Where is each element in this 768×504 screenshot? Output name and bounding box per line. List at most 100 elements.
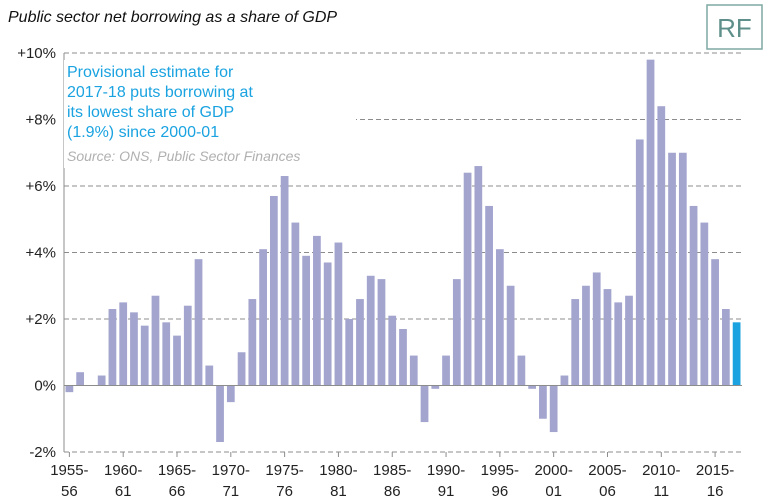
bar (625, 295, 633, 386)
bar (560, 375, 569, 386)
bar (280, 176, 289, 386)
annotation-block: Provisional estimate for 2017-18 puts bo… (64, 60, 356, 168)
bar (388, 315, 397, 386)
bar (646, 59, 655, 386)
bar (452, 279, 461, 386)
bar (377, 279, 386, 386)
bar (571, 299, 580, 386)
bar (442, 355, 450, 386)
logo-box (706, 4, 763, 50)
bar (463, 172, 472, 386)
bar (334, 242, 343, 386)
bar (205, 365, 214, 386)
x-tick-label: 1985- (373, 462, 411, 479)
bar (259, 249, 267, 386)
bar (528, 385, 537, 389)
bar (65, 385, 74, 393)
y-axis-labels: -2% 0% +2% +4% +6% +8% +10% (17, 45, 56, 461)
bar (173, 335, 181, 386)
bar (76, 372, 85, 386)
bar (162, 322, 171, 386)
bar (97, 375, 106, 386)
x-tick-label-2: 96 (492, 483, 509, 500)
x-tick-label-2: 91 (438, 483, 455, 500)
chart-title: Public sector net borrowing as a share o… (8, 9, 337, 26)
x-tick-label-2: 66 (169, 483, 186, 500)
bar (140, 325, 149, 386)
bar (313, 235, 321, 386)
bar (635, 139, 644, 386)
bar (323, 262, 332, 386)
y-tick-label: +6% (26, 178, 56, 195)
bar (366, 275, 375, 386)
y-tick-label: +2% (26, 311, 56, 328)
bar (409, 355, 418, 386)
bar-highlight (732, 322, 741, 386)
bar (614, 302, 623, 386)
bar (291, 222, 300, 386)
bar (119, 302, 128, 386)
x-tick-label-2: 56 (61, 483, 78, 500)
bar (721, 309, 730, 386)
bar (216, 385, 224, 443)
x-axis-labels: 1955- 56 1960- 61 1965- 66 1970- 71 1975- 76 1980-… (50, 452, 734, 500)
bar (151, 295, 160, 386)
y-tick-label: -2% (29, 444, 56, 461)
bar (194, 259, 203, 386)
bar (603, 289, 612, 386)
bar (657, 106, 666, 386)
x-tick-label: 2000- (534, 462, 572, 479)
bar (226, 385, 235, 403)
x-tick-label: 1980- (319, 462, 357, 479)
bar (474, 166, 483, 386)
annotation-line-4: (1.9%) since 2000-01 (67, 124, 219, 141)
bar (130, 312, 138, 386)
bar (700, 222, 709, 386)
bar (539, 385, 547, 419)
bar (248, 299, 257, 386)
annotation-line-3: its lowest share of GDP (67, 104, 234, 121)
y-tick-label: +8% (26, 112, 56, 129)
x-tick-label-2: 81 (330, 483, 347, 500)
annotation-line-2: 2017-18 puts borrowing at (67, 84, 253, 101)
bar (592, 272, 601, 386)
x-tick-label: 1995- (481, 462, 519, 479)
annotation-background (64, 60, 356, 168)
y-tick-label: +4% (26, 245, 56, 262)
bar (668, 152, 676, 386)
x-tick-label-2: 71 (222, 483, 239, 500)
x-tick-label: 1990- (427, 462, 465, 479)
x-tick-label: 1975- (265, 462, 303, 479)
bar (345, 319, 354, 386)
x-tick-label-2: 01 (545, 483, 562, 500)
x-tick-label-2: 06 (599, 483, 616, 500)
rf-logo: RF (706, 4, 763, 50)
x-tick-label: 2010- (642, 462, 680, 479)
x-tick-label-2: 61 (115, 483, 132, 500)
bar (183, 305, 192, 386)
bar (356, 299, 364, 386)
x-tick-label: 1955- (50, 462, 88, 479)
y-tick-label: +10% (17, 45, 56, 62)
bar (678, 152, 687, 386)
source-note: Source: ONS, Public Sector Finances (67, 148, 300, 164)
bar (431, 385, 440, 389)
bar (237, 352, 246, 386)
bar (495, 249, 504, 386)
x-tick-label-2: 16 (707, 483, 724, 500)
bar (711, 259, 719, 386)
x-tick-label: 2015- (696, 462, 734, 479)
annotation-line-1: Provisional estimate for (67, 64, 234, 81)
bar (302, 255, 311, 386)
x-tick-label-2: 86 (384, 483, 401, 500)
bar (506, 285, 515, 386)
bar (269, 195, 278, 386)
bar (689, 205, 698, 386)
bar (582, 285, 590, 386)
x-tick-label: 2005- (588, 462, 626, 479)
logo-text: RF (717, 13, 752, 43)
bar (399, 328, 407, 386)
x-tick-label-2: 76 (276, 483, 293, 500)
x-tick-label: 1960- (104, 462, 142, 479)
